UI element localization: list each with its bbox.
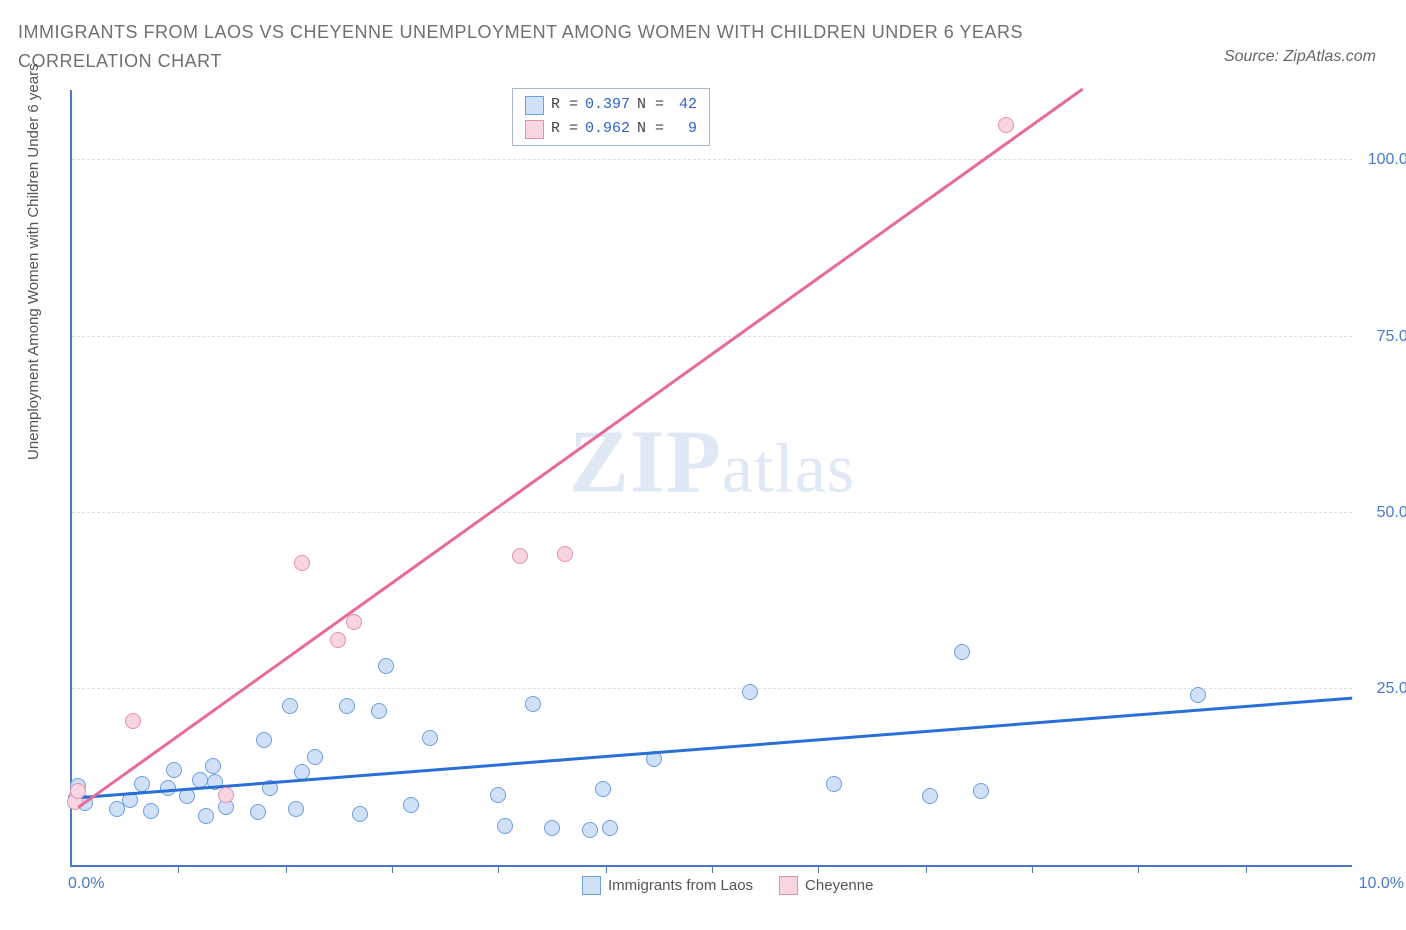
data-point-cheyenne [557, 546, 573, 562]
watermark-atlas: atlas [722, 431, 855, 508]
swatch-laos [525, 96, 544, 115]
legend-item-cheyenne: Cheyenne [779, 876, 873, 895]
data-point-laos [339, 698, 355, 714]
data-point-laos [403, 797, 419, 813]
x-tick [818, 865, 819, 873]
x-tick [1032, 865, 1033, 873]
data-point-laos [602, 820, 618, 836]
x-tick [286, 865, 287, 873]
data-point-laos [205, 758, 221, 774]
data-point-cheyenne [218, 787, 234, 803]
gridline [72, 336, 1352, 337]
y-axis-title: Unemployment Among Women with Children U… [25, 63, 42, 460]
y-tick-label: 75.0% [1377, 328, 1406, 346]
data-point-laos [166, 762, 182, 778]
data-point-laos [352, 806, 368, 822]
gridline [72, 512, 1352, 513]
data-point-laos [582, 822, 598, 838]
r-label: R = [551, 117, 578, 141]
data-point-laos [826, 776, 842, 792]
y-tick-label: 50.0% [1377, 504, 1406, 522]
data-point-laos [288, 801, 304, 817]
x-tick [712, 865, 713, 873]
y-tick-label: 100.0% [1368, 151, 1406, 169]
data-point-laos [954, 644, 970, 660]
stats-legend: R = 0.397 N = 42 R = 0.962 N = 9 [512, 88, 710, 146]
n-value-cheyenne: 9 [671, 117, 697, 141]
data-point-laos [544, 820, 560, 836]
x-tick [498, 865, 499, 873]
r-value-cheyenne: 0.962 [585, 117, 630, 141]
data-point-laos [198, 808, 214, 824]
r-value-laos: 0.397 [585, 93, 630, 117]
trendline-laos [82, 696, 1352, 798]
data-point-laos [973, 783, 989, 799]
x-tick [926, 865, 927, 873]
data-point-laos [742, 684, 758, 700]
data-point-laos [922, 788, 938, 804]
data-point-cheyenne [330, 632, 346, 648]
swatch-cheyenne [525, 120, 544, 139]
data-point-laos [143, 803, 159, 819]
source-label: Source: ZipAtlas.com [1224, 48, 1376, 66]
x-tick [1138, 865, 1139, 873]
data-point-laos [595, 781, 611, 797]
data-point-laos [256, 732, 272, 748]
data-point-cheyenne [294, 555, 310, 571]
n-label: N = [637, 117, 664, 141]
data-point-laos [371, 703, 387, 719]
data-point-laos [282, 698, 298, 714]
watermark-zip: ZIP [569, 413, 722, 512]
stats-row-laos: R = 0.397 N = 42 [525, 93, 697, 117]
data-point-laos [525, 696, 541, 712]
stats-row-cheyenne: R = 0.962 N = 9 [525, 117, 697, 141]
data-point-laos [307, 749, 323, 765]
x-tick [606, 865, 607, 873]
swatch-cheyenne [779, 876, 798, 895]
data-point-laos [160, 780, 176, 796]
chart-title: IMMIGRANTS FROM LAOS VS CHEYENNE UNEMPLO… [18, 18, 1078, 76]
x-tick [178, 865, 179, 873]
x-tick-label-max: 10.0% [1359, 875, 1404, 893]
legend-label-cheyenne: Cheyenne [805, 877, 873, 894]
legend-label-laos: Immigrants from Laos [608, 877, 753, 894]
data-point-laos [134, 776, 150, 792]
r-label: R = [551, 93, 578, 117]
data-point-cheyenne [125, 713, 141, 729]
gridline [72, 688, 1352, 689]
data-point-cheyenne [998, 117, 1014, 133]
legend-item-laos: Immigrants from Laos [582, 876, 753, 895]
data-point-laos [1190, 687, 1206, 703]
data-point-cheyenne [70, 783, 86, 799]
x-tick-label-min: 0.0% [68, 875, 104, 893]
gridline [72, 159, 1352, 160]
bottom-legend: Immigrants from Laos Cheyenne [582, 876, 873, 895]
swatch-laos [582, 876, 601, 895]
n-label: N = [637, 93, 664, 117]
y-tick-label: 25.0% [1377, 680, 1406, 698]
data-point-laos [378, 658, 394, 674]
data-point-laos [497, 818, 513, 834]
data-point-laos [422, 730, 438, 746]
trendline-cheyenne [78, 88, 1084, 809]
x-tick [392, 865, 393, 873]
data-point-laos [250, 804, 266, 820]
x-tick [1246, 865, 1247, 873]
data-point-laos [490, 787, 506, 803]
n-value-laos: 42 [671, 93, 697, 117]
plot-area: ZIPatlas R = 0.397 N = 42 R = 0.962 N = … [70, 90, 1352, 867]
data-point-cheyenne [346, 614, 362, 630]
data-point-cheyenne [512, 548, 528, 564]
